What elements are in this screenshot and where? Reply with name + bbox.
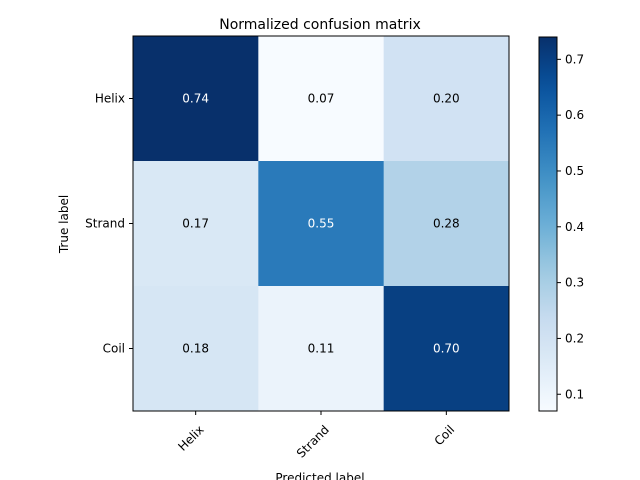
colorbar-tick-label: 0.6 (565, 108, 584, 122)
y-axis-ticks: Helix Strand Coil (85, 92, 133, 356)
colorbar-tick-label: 0.4 (565, 220, 584, 234)
colorbar-tick-label: 0.3 (565, 276, 584, 290)
heatmap-cell (258, 286, 385, 412)
colorbar-tick-label: 0.7 (565, 52, 584, 66)
colorbar-tick-label: 0.2 (565, 331, 584, 345)
cell-value-label: 0.11 (308, 342, 335, 356)
y-axis-label: True label (57, 195, 71, 254)
x-tick-label: Coil (432, 423, 458, 449)
cell-value-label: 0.74 (182, 92, 209, 106)
heatmap-cell (133, 161, 259, 287)
colorbar-tick-label: 0.1 (565, 387, 584, 401)
chart-title: Normalized confusion matrix (219, 17, 421, 33)
colorbar-gradient (539, 37, 557, 411)
x-axis-label: Predicted label (275, 471, 364, 480)
colorbar-ticks: 0.1 0.2 0.3 0.4 0.5 0.6 0.7 (557, 52, 584, 401)
cell-value-label: 0.28 (433, 217, 460, 231)
heatmap-cell (133, 36, 259, 162)
x-tick-label: Helix (175, 423, 206, 454)
heatmap-cells (133, 36, 510, 412)
heatmap-cell (383, 36, 510, 162)
cell-value-label: 0.70 (433, 342, 460, 356)
cell-value-label: 0.20 (433, 92, 460, 106)
heatmap-cell (258, 161, 385, 287)
colorbar-tick-label: 0.5 (565, 164, 584, 178)
heatmap-cell (258, 36, 385, 162)
y-tick-label: Helix (95, 92, 125, 106)
colorbar: 0.1 0.2 0.3 0.4 0.5 0.6 0.7 (538, 36, 584, 412)
cell-value-label: 0.17 (182, 217, 209, 231)
colorbar-frame (538, 36, 558, 412)
y-tick-label: Strand (85, 217, 125, 231)
cell-value-labels: 0.74 0.07 0.20 0.17 0.55 0.28 0.18 0.11 0.70 (182, 92, 459, 356)
heatmap-cell (383, 161, 510, 287)
heatmap-cell (383, 286, 510, 412)
y-tick-label: Coil (103, 342, 125, 356)
x-tick-label: Strand (294, 423, 332, 461)
heatmap-cell (133, 286, 259, 412)
cell-value-label: 0.07 (308, 92, 335, 106)
cell-value-label: 0.18 (182, 342, 209, 356)
x-axis-ticks: Helix Strand Coil (175, 411, 457, 461)
cell-value-label: 0.55 (308, 217, 335, 231)
